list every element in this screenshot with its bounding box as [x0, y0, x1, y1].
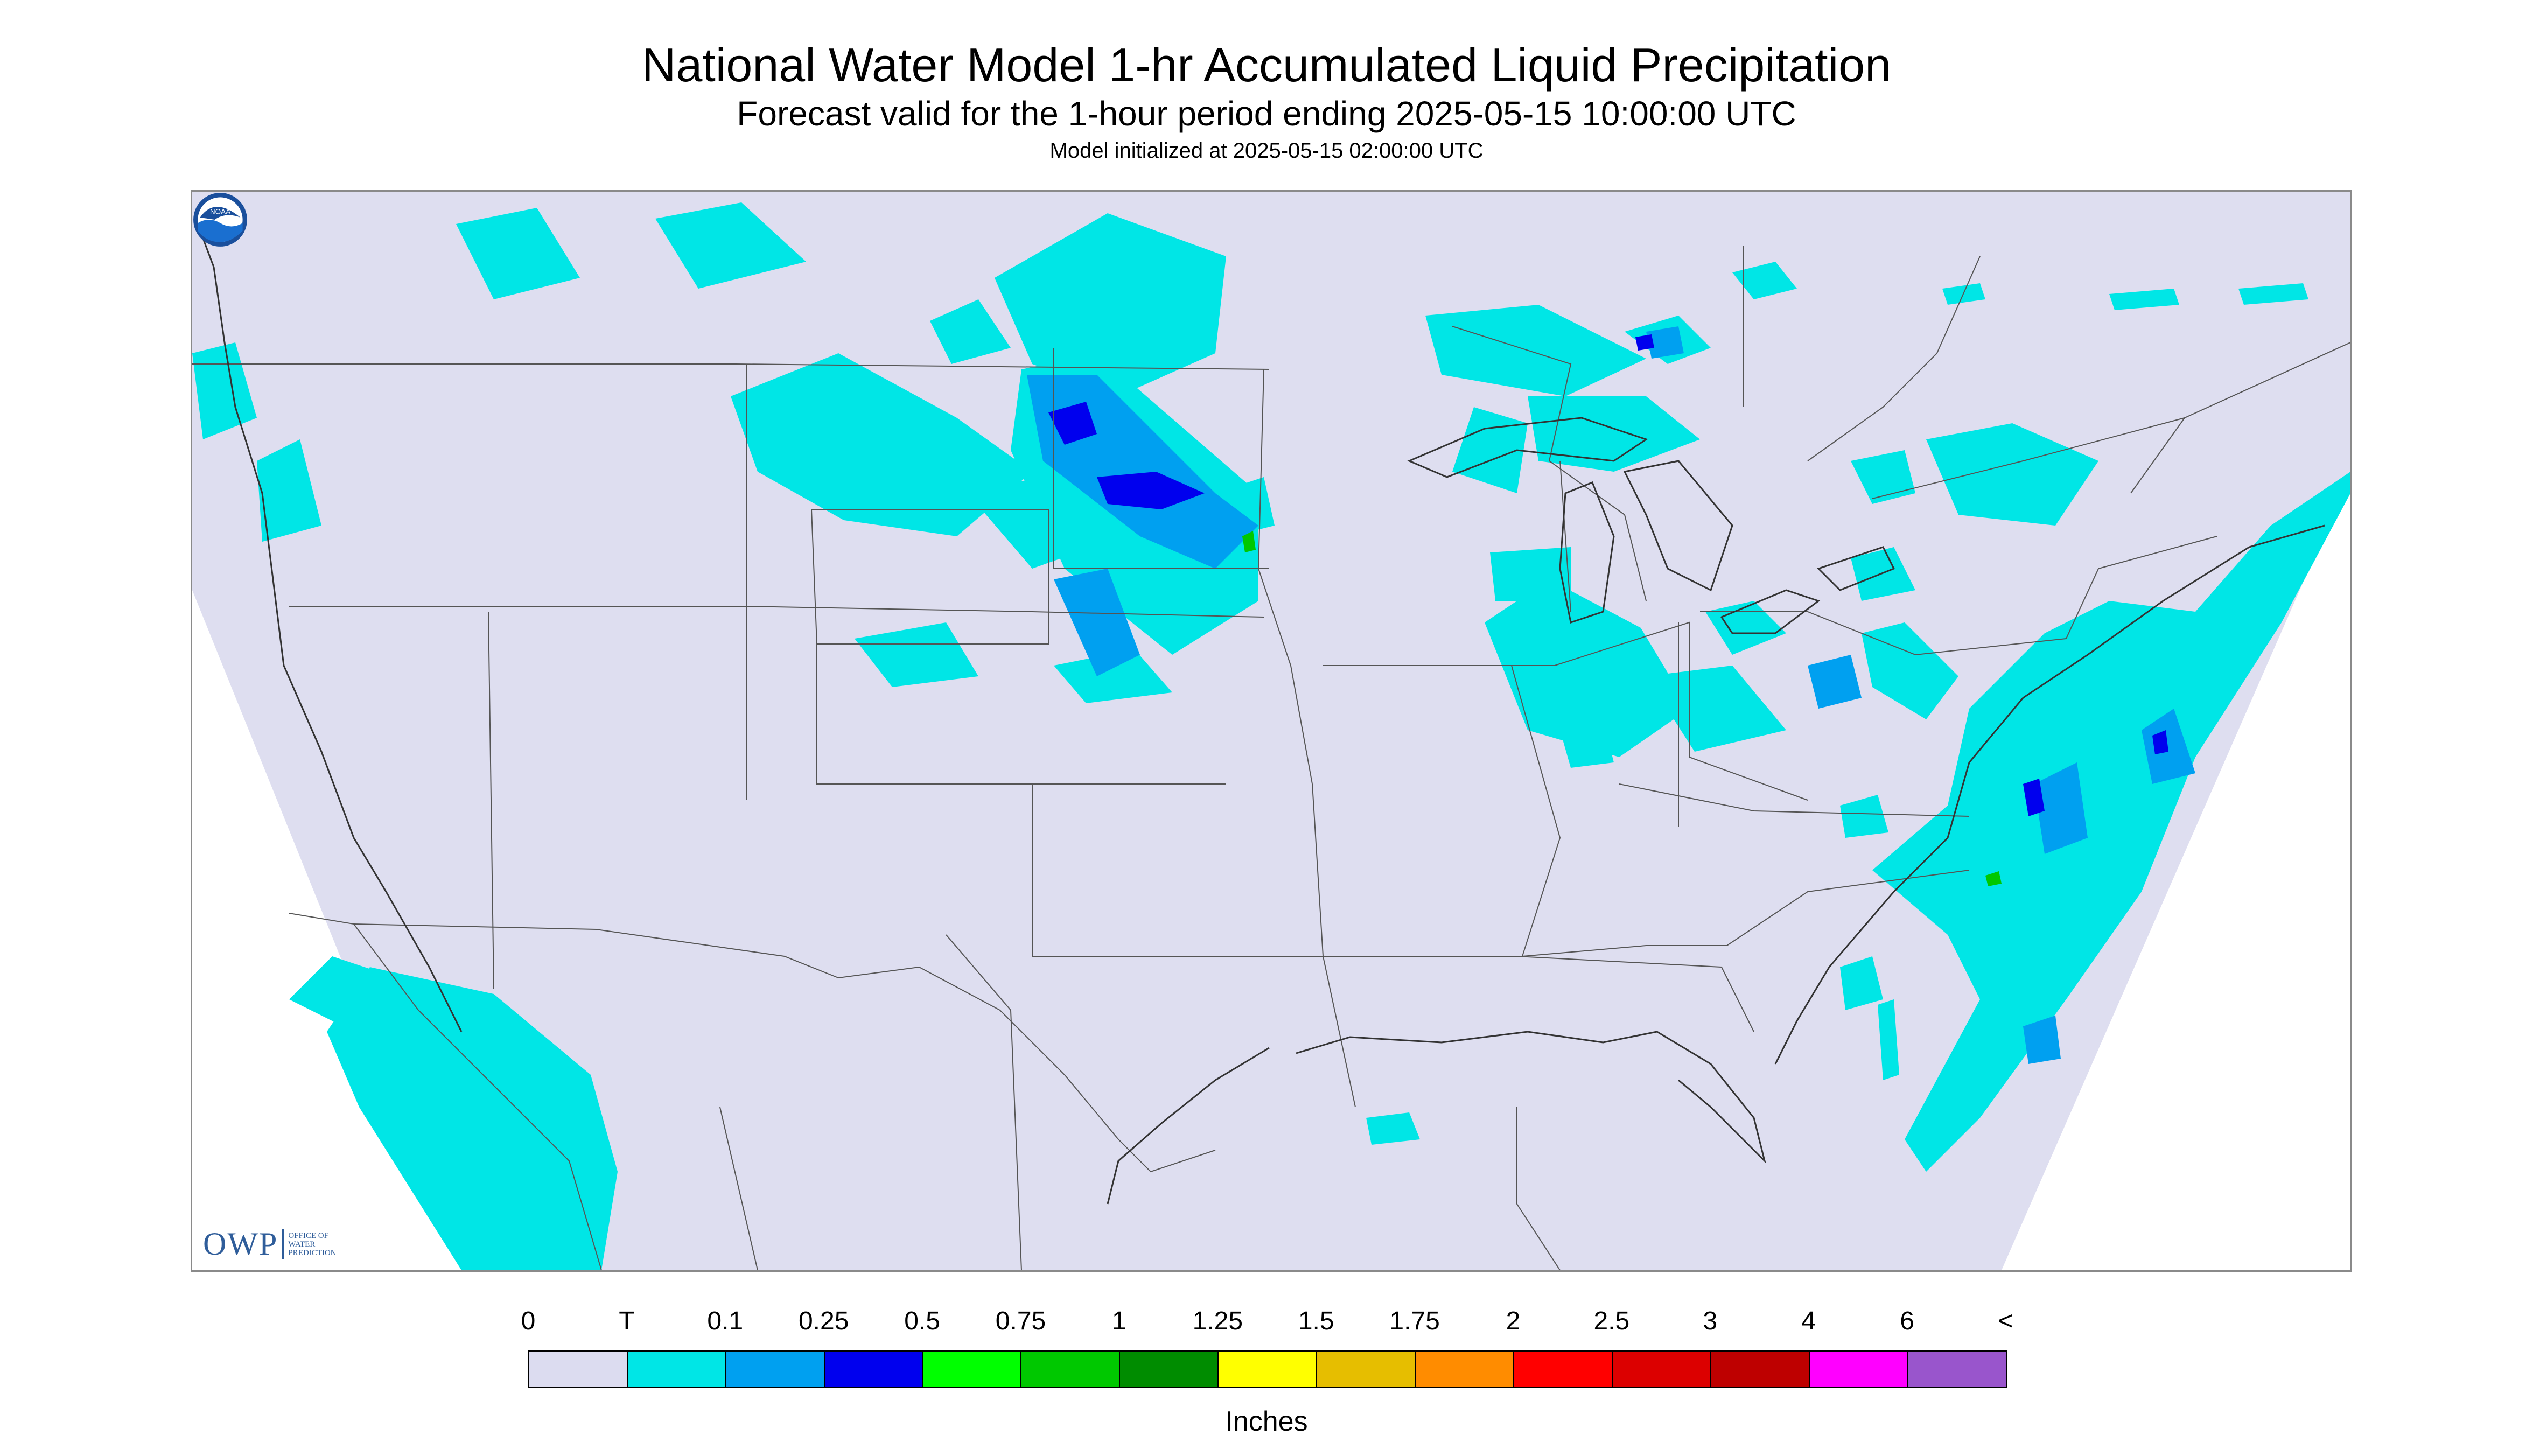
legend-swatch	[923, 1352, 1022, 1387]
legend-label: <	[1998, 1307, 2013, 1335]
legend-swatch	[1908, 1352, 2007, 1387]
map-subtitle: Forecast valid for the 1-hour period end…	[737, 94, 1796, 133]
svg-text:NOAA: NOAA	[210, 208, 230, 216]
legend-label: T	[619, 1307, 635, 1335]
precipitation-map: OWP OFFICE OF WATER PREDICTION NOAA	[191, 190, 2352, 1272]
legend-label: 0.75	[995, 1307, 1046, 1335]
legend-label: 0.5	[904, 1307, 940, 1335]
legend-units: Inches	[1225, 1406, 1308, 1437]
map-canvas	[192, 202, 2350, 1270]
coastline	[197, 223, 2325, 1205]
map-title: National Water Model 1-hr Accumulated Li…	[641, 38, 1892, 92]
legend-label: 1.75	[1389, 1307, 1440, 1335]
legend-label: 1	[1112, 1307, 1126, 1335]
boundary-lines	[192, 246, 2350, 1270]
owp-logo-text: OWP	[203, 1226, 278, 1262]
legend-label: 0.25	[798, 1307, 849, 1335]
legend-label: 0.1	[707, 1307, 744, 1335]
legend-swatch	[1514, 1352, 1613, 1387]
legend-label: 4	[1801, 1307, 1816, 1335]
legend-swatch	[824, 1352, 923, 1387]
precip-heavy-areas	[1242, 531, 2002, 886]
legend-swatch	[1120, 1352, 1219, 1387]
outside-domain-right	[2002, 474, 2350, 1270]
legend-label: 2	[1506, 1307, 1521, 1335]
owp-logo: OWP OFFICE OF WATER PREDICTION	[203, 1226, 337, 1263]
legend-color-bar	[528, 1350, 2008, 1388]
legend-swatch	[627, 1352, 726, 1387]
legend-swatch	[1416, 1352, 1514, 1387]
model-init-text: Model initialized at 2025-05-15 02:00:00…	[1049, 139, 1484, 163]
legend-label: 1.25	[1192, 1307, 1243, 1335]
legend-swatch	[1317, 1352, 1416, 1387]
legend-swatch	[726, 1352, 825, 1387]
legend-swatch	[1219, 1352, 1318, 1387]
legend-swatch	[1612, 1352, 1711, 1387]
legend-labels: 0 T 0.1 0.25 0.5 0.75 1 1.25 1.5 1.75 2 2.5 3 4 6 <	[0, 1306, 2533, 1339]
precip-moderate-areas	[1048, 334, 2168, 816]
legend-label: 0	[521, 1307, 536, 1335]
legend-swatch	[1021, 1352, 1121, 1387]
legend-label: 6	[1900, 1307, 1914, 1335]
noaa-logo: NOAA	[193, 193, 247, 247]
precip-trace-areas	[192, 202, 2350, 1270]
legend-label: 2.5	[1593, 1307, 1630, 1335]
legend-label: 3	[1703, 1307, 1718, 1335]
legend-swatch	[1809, 1352, 1908, 1387]
great-lakes	[1407, 417, 1895, 634]
owp-logo-subtext: OFFICE OF WATER PREDICTION	[288, 1231, 337, 1257]
legend-swatch	[1711, 1352, 1810, 1387]
legend-label: 1.5	[1298, 1307, 1334, 1335]
legend-swatch	[529, 1352, 628, 1387]
owp-logo-divider	[282, 1229, 284, 1259]
